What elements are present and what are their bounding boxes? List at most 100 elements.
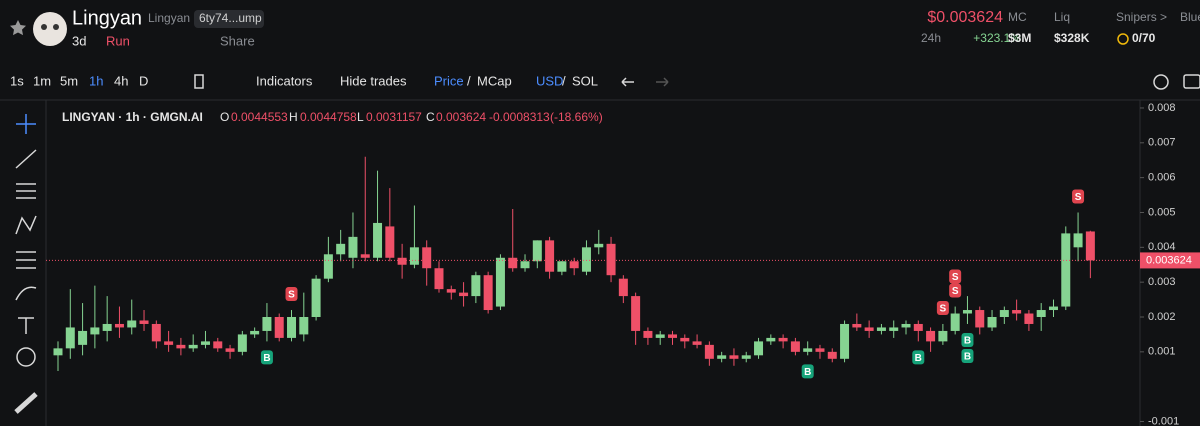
candle-type-icon[interactable]	[194, 74, 204, 89]
candle-body	[778, 337, 788, 342]
candle-body	[1036, 310, 1046, 317]
token-avatar	[33, 12, 67, 46]
emoji-tool[interactable]	[16, 347, 36, 367]
brush-tool[interactable]	[15, 286, 37, 301]
text-tool[interactable]	[18, 317, 34, 334]
candle-body	[618, 278, 628, 297]
candle-body	[348, 236, 358, 258]
trade-marker-label: B	[915, 353, 922, 364]
candle-body	[483, 275, 493, 311]
candle-body	[409, 247, 419, 265]
candle-body	[643, 330, 653, 338]
token-age: 3d	[72, 33, 86, 48]
candle-body	[287, 317, 297, 338]
token-symbol: Lingyan	[148, 11, 190, 25]
address-chip[interactable]	[194, 10, 264, 28]
indicators-button[interactable]: Indicators	[256, 73, 313, 88]
candle-body	[1061, 233, 1071, 307]
candle-body	[200, 341, 210, 345]
candle-body	[176, 344, 186, 349]
interval-button[interactable]: 1h	[89, 73, 103, 88]
candle-body	[1024, 313, 1034, 324]
candle-body	[90, 327, 100, 335]
candle-body	[741, 355, 751, 359]
crosshair-tool[interactable]	[16, 114, 36, 134]
candle-body	[594, 243, 604, 248]
snipers-icon	[1117, 33, 1129, 45]
mcap-toggle[interactable]: MCap	[477, 73, 512, 88]
candle-body	[790, 341, 800, 352]
token-name: Lingyan	[72, 7, 142, 29]
hide-trades-button[interactable]: Hide trades	[340, 73, 407, 88]
y-tick-label: 0.002	[1148, 311, 1176, 323]
interval-button[interactable]: 5m	[60, 73, 78, 88]
price: $0.003624	[927, 9, 1003, 26]
pattern-tool[interactable]	[15, 215, 37, 235]
candle-body	[754, 341, 764, 356]
candle-body	[975, 310, 985, 328]
interval-button[interactable]: 1m	[33, 73, 51, 88]
legend-title: LINGYAN · 1h · GMGN.AI	[62, 110, 203, 124]
candle-body	[729, 355, 739, 359]
trade-marker-label: S	[952, 272, 959, 283]
candle-body	[446, 289, 456, 293]
sol-toggle[interactable]: SOL	[572, 73, 598, 88]
snipers-value: 0/70	[1132, 31, 1156, 45]
candle-body	[164, 341, 174, 345]
token-address[interactable]: 6ty74...ump	[199, 11, 262, 25]
candle-body	[766, 337, 776, 342]
prediction-tool[interactable]	[16, 251, 36, 269]
y-tick-label: 0.004	[1148, 241, 1176, 253]
favorite-icon[interactable]	[10, 20, 26, 36]
camera-icon[interactable]	[1183, 74, 1200, 89]
candle-body	[495, 257, 505, 307]
candle-body	[188, 344, 198, 349]
candle-body	[459, 292, 469, 297]
candle-body	[1073, 233, 1083, 248]
trade-marker-label: B	[964, 336, 971, 347]
avatar-eye	[41, 24, 47, 30]
price-toggle[interactable]: Price	[434, 73, 464, 88]
trade-marker	[961, 332, 974, 347]
snipers-label[interactable]: Snipers >	[1116, 10, 1167, 24]
interval-button[interactable]: D	[139, 73, 148, 88]
trade-marker-label: S	[1075, 192, 1082, 203]
trade-marker-label: S	[288, 290, 295, 301]
ruler-tool[interactable]	[14, 392, 38, 414]
fib-tool[interactable]	[16, 183, 36, 199]
trendline-tool[interactable]	[15, 149, 37, 169]
y-tick-label: -0.001	[1148, 415, 1179, 426]
candle-body	[127, 320, 137, 328]
change-period: 24h	[921, 31, 941, 45]
trade-marker-label: B	[263, 353, 270, 364]
share-button[interactable]: Share	[220, 33, 255, 48]
redo-icon[interactable]	[656, 77, 669, 87]
candle-body	[434, 268, 444, 290]
candle-body	[901, 323, 911, 328]
candle-body	[237, 334, 247, 352]
interval-button[interactable]: 4h	[114, 73, 128, 88]
settings-icon[interactable]	[1153, 74, 1169, 90]
candle-body	[323, 254, 333, 279]
candle-body	[250, 330, 260, 335]
legend-change-pct: (-18.66%)	[550, 110, 603, 124]
legend-change: -0.0008313	[489, 110, 550, 124]
candle-body	[987, 317, 997, 328]
candle-body	[962, 310, 972, 314]
candle-body	[680, 337, 690, 342]
candle-body	[950, 313, 960, 331]
candlestick-chart: 0.008 0.007 0.006 0.005 0.004 0.003 0.002 0.001…	[46, 102, 1200, 426]
usd-toggle[interactable]: USD	[536, 73, 563, 88]
interval-button[interactable]: 1s	[10, 73, 24, 88]
candle-body	[668, 334, 677, 338]
y-tick-label: 0.003	[1148, 276, 1176, 288]
y-tick-label: 0.008	[1148, 102, 1176, 114]
trade-marker-label: S	[952, 286, 959, 297]
undo-icon[interactable]	[621, 77, 634, 87]
candle-body	[65, 327, 75, 349]
candle-body	[520, 261, 530, 269]
y-tick-label: 0.001	[1148, 346, 1176, 358]
interval-group: 1s 1m 5m 1h 4h D	[10, 73, 148, 88]
